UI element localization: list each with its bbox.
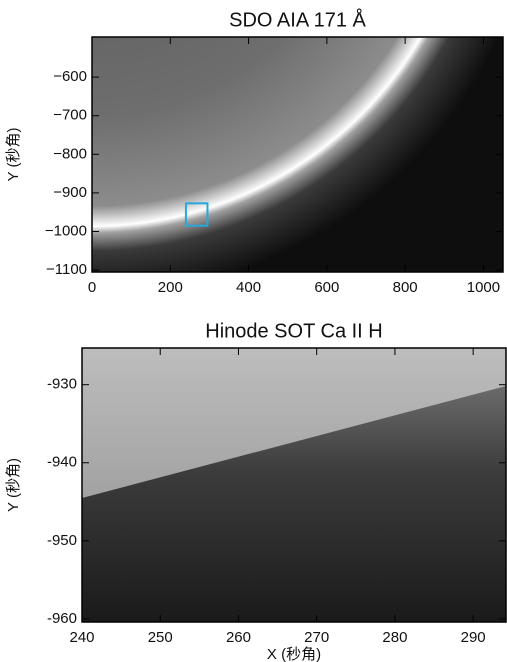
x-tick-label: 200: [158, 279, 183, 296]
y-tick-label: −800: [53, 145, 87, 162]
x-tick-label: 280: [382, 629, 407, 646]
x-tick-label: 1000: [467, 279, 500, 296]
y-tick-label: −600: [53, 68, 87, 85]
y-tick-label: -940: [47, 454, 77, 471]
x-tick-label: 600: [314, 279, 339, 296]
y-axis-label: Y (秒角): [5, 458, 22, 512]
image-area: [82, 348, 506, 622]
x-tick-label: 270: [304, 629, 329, 646]
y-tick-label: -960: [47, 610, 77, 627]
x-tick-label: 260: [226, 629, 251, 646]
chart-title: Hinode SOT Ca II H: [205, 320, 382, 342]
x-tick-label: 800: [393, 279, 418, 296]
y-tick-label: −1100: [46, 261, 87, 278]
x-tick-label: 0: [88, 279, 96, 296]
solar-image: [92, 37, 503, 272]
y-tick-label: −700: [53, 107, 87, 124]
x-tick-label: 400: [236, 279, 261, 296]
y-tick-label: −1000: [45, 222, 87, 239]
y-tick-label: -950: [47, 532, 77, 549]
x-axis-label: X (秒角): [267, 646, 321, 662]
x-tick-label: 240: [69, 629, 94, 646]
chart-title: SDO AIA 171 Å: [229, 8, 366, 31]
y-axis-label: Y (秒角): [5, 128, 22, 182]
y-tick-label: −900: [53, 184, 87, 201]
x-tick-label: 290: [461, 629, 486, 646]
y-tick-label: -930: [47, 376, 77, 393]
figure: SDO AIA 171 Å 0 200 400 600 800 1000 −600 −700 −8…: [0, 0, 507, 662]
image-area: [92, 37, 503, 272]
panel: Hinode SOT Ca II H 240 250 260 270 280 290 -930…: [5, 320, 506, 662]
panel: SDO AIA 171 Å 0 200 400 600 800 1000 −600 −700 −8…: [5, 8, 503, 296]
x-tick-label: 250: [148, 629, 173, 646]
